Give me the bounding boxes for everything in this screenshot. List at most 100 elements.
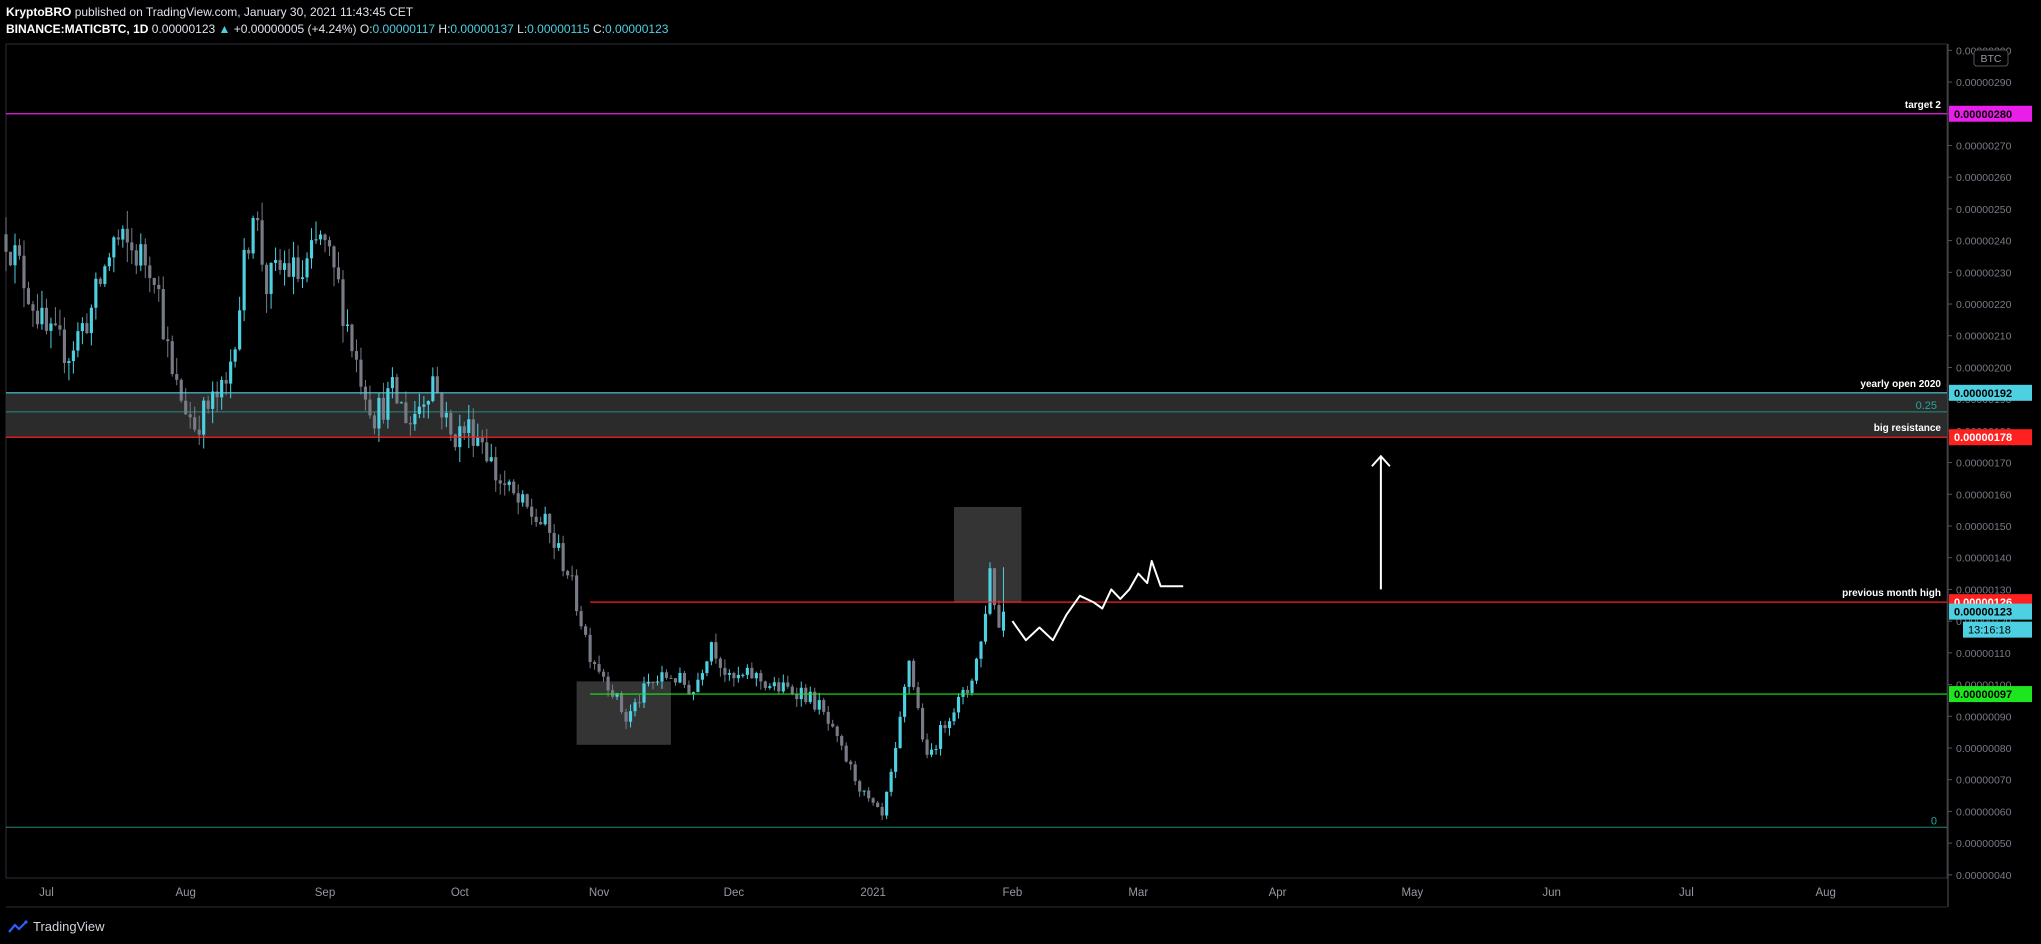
candle-body [682,672,687,685]
candle-body [997,605,1001,628]
tradingview-logo[interactable]: TradingView [8,919,105,934]
candle-body [296,257,300,280]
candle-body [116,237,120,240]
candle-body [633,702,637,712]
candle-body [543,513,547,525]
candle-body [741,674,745,676]
candle-body [62,329,66,364]
author-name[interactable]: KryptoBRO [6,5,72,19]
candle-body [619,693,624,712]
candle-body [907,660,911,687]
candle-body [835,726,839,737]
candle-body [566,571,570,576]
candle-body [318,234,323,240]
candle-body [197,429,201,435]
target-arrow-head [1371,454,1391,467]
candle-body [637,702,642,704]
candle-body [300,277,305,280]
price-tick-label: 0.00000230 [1956,267,2012,279]
currency-badge-text: BTC [1981,53,2002,65]
current-price-tag-text: 0.00000123 [1954,607,2012,619]
candle-body [885,791,889,816]
candle-body [732,673,736,679]
time-tick-label: Aug [175,887,195,899]
candle-body [498,480,502,484]
candle-body [260,220,264,265]
candle-body [125,228,129,243]
candle-body [903,686,907,717]
time-tick-label: Nov [589,887,610,899]
candle-body [961,689,965,697]
candle-body [988,568,992,614]
candle-body [485,442,489,462]
candle-body [143,244,147,266]
price-tag-0 [1949,105,2032,122]
candle-body [858,781,862,792]
candle-body [480,437,484,443]
price-tick-label: 0.00000170 [1956,458,2012,470]
candle-body [655,681,660,683]
price-tick-label: 0.00000070 [1956,775,2012,787]
candle-body [808,691,812,703]
candle-body [431,376,435,402]
candle-body [494,457,498,481]
price-tick-label: 0.00000080 [1956,743,2012,755]
candle-body [152,277,156,285]
price-tick-label: 0.00000270 [1956,140,2012,152]
candle-body [44,307,49,331]
candle-body [750,667,754,679]
time-tick-label: Oct [451,887,470,899]
open-value: 0.00000117 [372,22,436,36]
candle-body [628,711,633,722]
candle-body [121,228,125,240]
candle-body [404,402,408,424]
candle-body [4,234,8,252]
candle-body [889,771,893,792]
candle-body [817,700,821,710]
price-tick-label: 0.00000050 [1956,838,2012,850]
candle-body [894,747,898,772]
time-tick-label: Jun [1542,887,1561,899]
candle-body [53,323,57,326]
tradingview-brand: TradingView [33,919,105,934]
candle-body [561,543,565,572]
candle-body [849,761,853,765]
candle-body [718,658,722,668]
candle-body [1001,611,1006,631]
candle-body [867,790,871,799]
fib-label-0: 0.25 [1916,400,1937,412]
candle-body [916,687,920,709]
candle-body [503,483,507,485]
price-tick-label: 0.00000240 [1956,236,2012,248]
candle-body [489,457,493,462]
level-text-2: big resistance [1874,423,1942,434]
fib-label-1: 0 [1931,815,1937,827]
projection-path [1011,559,1184,642]
candle-body [786,682,790,687]
candle-body [983,613,988,642]
resistance-zone [6,392,1947,438]
price-tag-0-text: 0.00000280 [1954,109,2012,121]
countdown-tag-text: 13:16:18 [1968,625,2011,637]
price-tag-1-text: 0.00000192 [1954,388,2012,400]
time-tick-label: Mar [1128,887,1148,899]
candle-body [871,798,875,803]
candle-body [615,693,619,697]
candle-body [49,323,53,331]
candle-body [202,400,206,435]
candle-body [359,359,363,387]
symbol-name[interactable]: BINANCE:MATICBTC, 1D [6,22,149,36]
publish-text: published on TradingView.com, January 30… [74,5,414,19]
candle-body [804,687,808,703]
candle-body [157,284,161,290]
candle-body [323,234,327,241]
candle-body [161,289,165,340]
candle-body [278,260,282,270]
candle-body [274,260,278,263]
price-tick-label: 0.00000160 [1956,489,2012,501]
candle-body [584,626,588,635]
candle-body [22,255,26,289]
candle-body [287,263,291,277]
candle-body [76,331,80,351]
